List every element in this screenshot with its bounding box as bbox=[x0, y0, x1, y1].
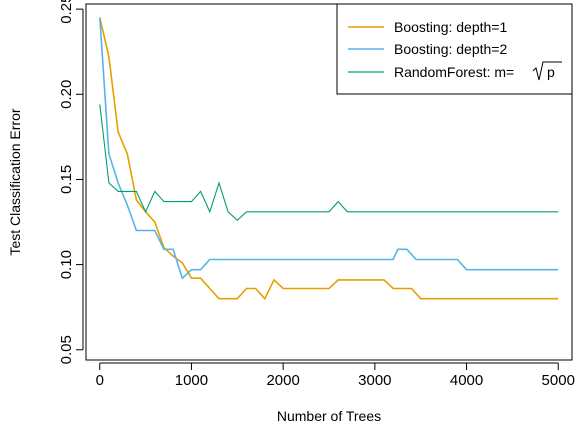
y-tick-label: 0.10 bbox=[58, 250, 75, 279]
x-tick-label: 5000 bbox=[542, 372, 575, 389]
y-tick-label: 0.05 bbox=[58, 335, 75, 364]
x-tick-label: 1000 bbox=[175, 372, 208, 389]
plot-frame bbox=[85, 3, 573, 361]
x-tick-label: 0 bbox=[96, 372, 104, 389]
legend-label-random-forest-radicand: p bbox=[547, 64, 555, 80]
series-line-2 bbox=[99, 104, 559, 222]
x-axis-title: Number of Trees bbox=[277, 408, 381, 424]
x-tick-label: 3000 bbox=[358, 372, 391, 389]
legend: Boosting: depth=1 Boosting: depth=2 Rand… bbox=[336, 3, 573, 95]
y-axis: 0.05 0.10 0.15 0.20 0.25 bbox=[58, 0, 84, 364]
x-tick-label: 2000 bbox=[266, 372, 299, 389]
y-tick-label: 0.25 bbox=[58, 0, 75, 24]
y-tick-label: 0.15 bbox=[58, 165, 75, 194]
legend-label-boosting-depth-2: Boosting: depth=2 bbox=[394, 41, 507, 57]
legend-label-random-forest-prefix: RandomForest: m= bbox=[394, 64, 514, 80]
y-axis-title: Test Classification Error bbox=[7, 108, 23, 255]
x-tick-label: 4000 bbox=[450, 372, 483, 389]
y-tick-label: 0.20 bbox=[58, 80, 75, 109]
legend-label-boosting-depth-1: Boosting: depth=1 bbox=[394, 19, 507, 35]
series-line-0 bbox=[99, 17, 559, 301]
square-root-sign bbox=[532, 61, 562, 81]
x-axis: 0 1000 2000 3000 4000 5000 bbox=[96, 362, 575, 389]
series-line-1 bbox=[99, 17, 559, 280]
series-layer bbox=[99, 17, 559, 301]
legend-label-random-forest: RandomForest: m= bbox=[394, 64, 514, 80]
